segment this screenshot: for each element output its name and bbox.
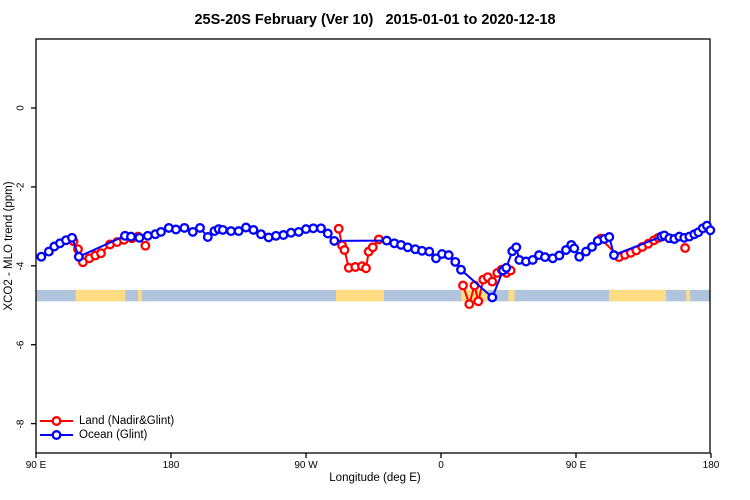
y-axis-label: XCO2 - MLO trend (ppm) xyxy=(3,181,15,311)
y-tick-label: -8 xyxy=(15,419,27,429)
x-tick-label: 90 E xyxy=(565,460,587,471)
x-tick-label: 180 xyxy=(702,460,720,471)
data-point xyxy=(286,227,296,238)
data-point xyxy=(142,230,153,241)
legend-label: Land (Nadir&Glint) xyxy=(79,415,175,427)
data-point xyxy=(333,223,344,234)
y-tick-label: 0 xyxy=(15,105,27,111)
data-point xyxy=(361,263,371,274)
legend-marker xyxy=(51,416,62,426)
data-point xyxy=(458,280,468,291)
data-point xyxy=(256,229,266,240)
data-point xyxy=(140,240,151,251)
data-point xyxy=(316,223,326,234)
data-point xyxy=(680,243,691,253)
data-point xyxy=(424,246,435,257)
data-point xyxy=(473,296,484,307)
land-patch xyxy=(75,289,126,302)
land-patch xyxy=(508,289,515,302)
y-tick-label: -6 xyxy=(15,340,27,350)
data-point xyxy=(511,242,522,253)
data-point xyxy=(705,225,716,236)
legend-label: Ocean (Glint) xyxy=(79,429,148,441)
data-point xyxy=(464,299,475,310)
data-point xyxy=(67,232,77,243)
data-point xyxy=(443,250,454,261)
data-point xyxy=(450,256,461,267)
x-axis-label: Longitude (deg E) xyxy=(329,472,421,484)
x-tick-label: 180 xyxy=(162,460,180,471)
data-point xyxy=(278,230,289,240)
y-tick-label: -2 xyxy=(15,182,27,192)
data-point xyxy=(96,248,106,259)
x-tick-label: 90 W xyxy=(294,460,318,471)
x-tick-label: 0 xyxy=(438,460,444,471)
data-point xyxy=(487,276,498,287)
data-point xyxy=(134,232,145,243)
land-patch xyxy=(686,289,690,302)
data-point xyxy=(36,251,47,262)
land-patch xyxy=(609,289,666,302)
legend-marker xyxy=(51,430,62,440)
land-patch xyxy=(138,289,142,302)
data-point xyxy=(581,246,591,257)
data-point xyxy=(156,226,166,237)
land-patch xyxy=(461,289,488,302)
data-point xyxy=(554,250,565,261)
data-point xyxy=(487,292,498,303)
data-point xyxy=(574,251,585,262)
data-point xyxy=(527,254,538,265)
data-point xyxy=(308,223,319,234)
data-point xyxy=(367,242,378,253)
data-point xyxy=(329,235,340,246)
x-tick-label: 90 E xyxy=(25,460,47,471)
data-point xyxy=(456,264,466,275)
data-point xyxy=(171,224,181,235)
data-point xyxy=(233,226,244,237)
data-point xyxy=(540,252,550,263)
data-point xyxy=(501,262,512,273)
data-point xyxy=(73,251,84,262)
plot-box xyxy=(35,38,711,454)
land-patch xyxy=(336,289,384,302)
data-point xyxy=(195,222,205,233)
data-point xyxy=(179,222,190,233)
y-tick-label: -4 xyxy=(15,261,27,271)
data-point xyxy=(604,232,615,242)
data-point xyxy=(402,242,413,253)
data-point xyxy=(248,224,259,235)
data-point xyxy=(202,232,213,242)
data-point xyxy=(339,245,350,255)
data-point xyxy=(322,228,333,239)
data-point xyxy=(587,241,597,252)
data-point xyxy=(569,243,580,254)
data-point xyxy=(609,250,619,261)
chart-title: 25S-20S February (Ver 10) 2015-01-01 to … xyxy=(194,12,556,28)
data-point xyxy=(126,231,136,242)
data-point xyxy=(373,234,384,245)
data-point xyxy=(187,226,198,237)
data-point xyxy=(217,224,228,235)
